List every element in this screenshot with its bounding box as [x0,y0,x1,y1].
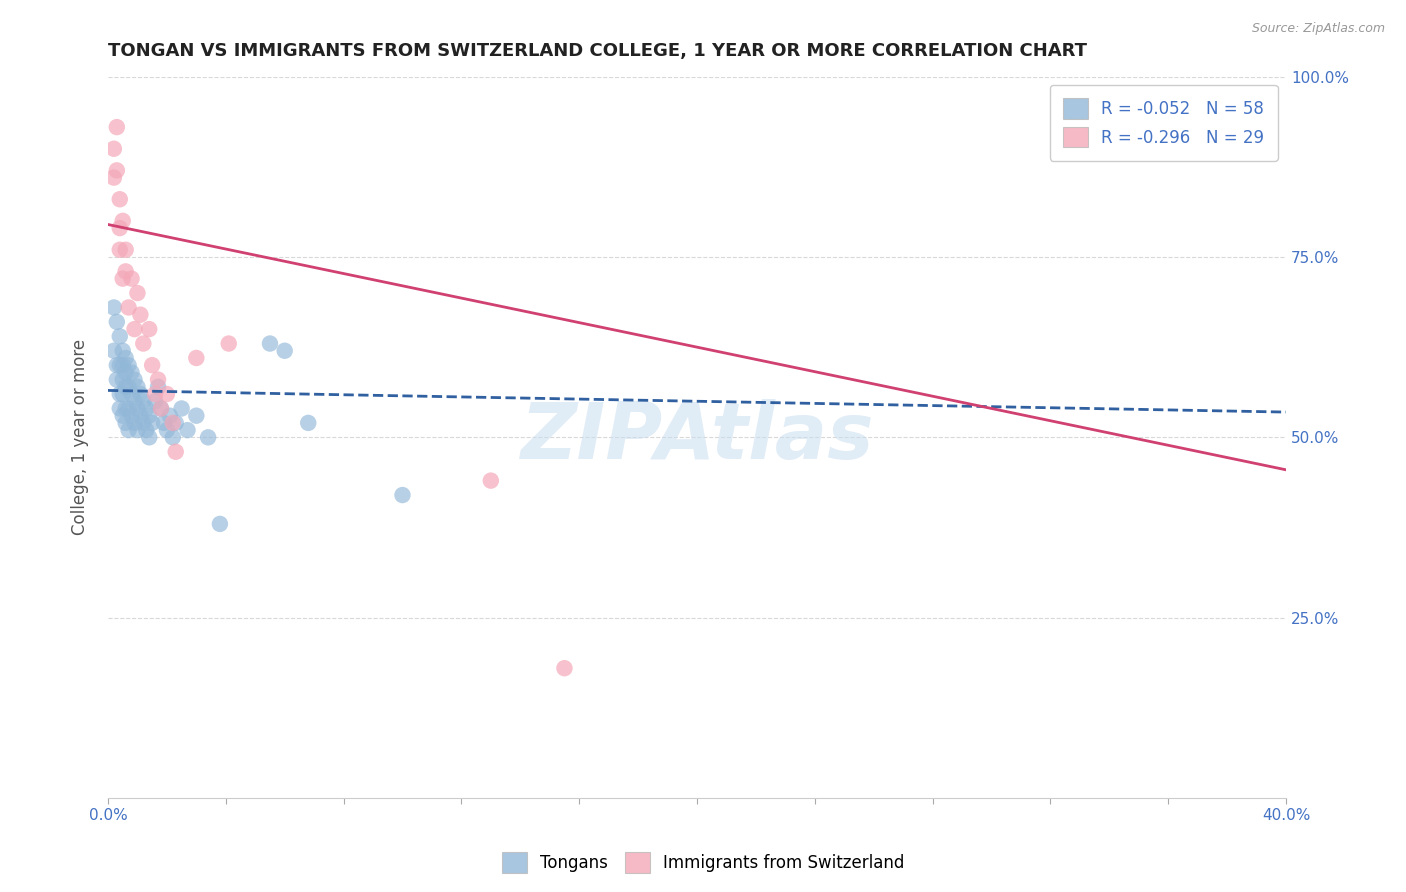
Point [553,661,575,675]
Point [132,336,155,351]
Point [297,416,319,430]
Point [108,401,131,416]
Point [111,387,134,401]
Point [124,394,146,409]
Point [150,401,173,416]
Point [121,271,143,285]
Point [162,416,184,430]
Point [114,351,136,365]
Point [114,416,136,430]
Point [127,380,149,394]
Point [127,401,149,416]
Point [105,163,128,178]
Point [111,409,134,423]
Point [165,444,187,458]
Point [129,308,152,322]
Point [150,401,173,416]
Point [138,430,160,444]
Text: TONGAN VS IMMIGRANTS FROM SWITZERLAND COLLEGE, 1 YEAR OR MORE CORRELATION CHART: TONGAN VS IMMIGRANTS FROM SWITZERLAND CO… [108,42,1087,60]
Point [117,301,139,315]
Point [162,430,184,444]
Point [138,322,160,336]
Point [111,358,134,372]
Point [124,416,146,430]
Point [127,423,149,437]
Point [114,243,136,257]
Point [156,423,179,437]
Point [141,416,163,430]
Point [114,380,136,394]
Legend: Tongans, Immigrants from Switzerland: Tongans, Immigrants from Switzerland [495,846,911,880]
Point [105,120,128,134]
Point [117,358,139,372]
Point [159,409,181,423]
Point [108,192,131,206]
Point [153,416,176,430]
Point [391,488,413,502]
Point [121,365,143,379]
Point [141,358,163,372]
Point [108,329,131,343]
Point [146,380,169,394]
Point [124,373,146,387]
Point [105,315,128,329]
Point [105,358,128,372]
Point [111,343,134,358]
Point [143,394,166,409]
Point [103,142,125,156]
Point [103,343,125,358]
Point [117,423,139,437]
Point [108,243,131,257]
Point [124,322,146,336]
Point [121,387,143,401]
Point [143,387,166,401]
Point [108,221,131,235]
Point [170,401,193,416]
Point [479,474,502,488]
Point [103,170,125,185]
Point [132,394,155,409]
Point [114,401,136,416]
Point [135,423,157,437]
Point [114,365,136,379]
Point [186,409,208,423]
Point [176,423,198,437]
Point [259,336,281,351]
Point [132,416,155,430]
Point [129,387,152,401]
Point [108,387,131,401]
Text: Source: ZipAtlas.com: Source: ZipAtlas.com [1251,22,1385,36]
Point [197,430,219,444]
Point [111,271,134,285]
Point [103,301,125,315]
Point [208,516,231,531]
Point [114,264,136,278]
Point [135,401,157,416]
Point [117,401,139,416]
Point [146,373,169,387]
Y-axis label: College, 1 year or more: College, 1 year or more [72,339,89,535]
Text: ZIPAtlas: ZIPAtlas [520,400,873,475]
Point [186,351,208,365]
Point [111,214,134,228]
Point [117,380,139,394]
Legend: R = -0.052   N = 58, R = -0.296   N = 29: R = -0.052 N = 58, R = -0.296 N = 29 [1050,85,1278,161]
Point [127,286,149,301]
Point [156,387,179,401]
Point [129,409,152,423]
Point [165,416,187,430]
Point [105,373,128,387]
Point [111,373,134,387]
Point [273,343,295,358]
Point [218,336,240,351]
Point [121,409,143,423]
Point [138,409,160,423]
Point [108,358,131,372]
